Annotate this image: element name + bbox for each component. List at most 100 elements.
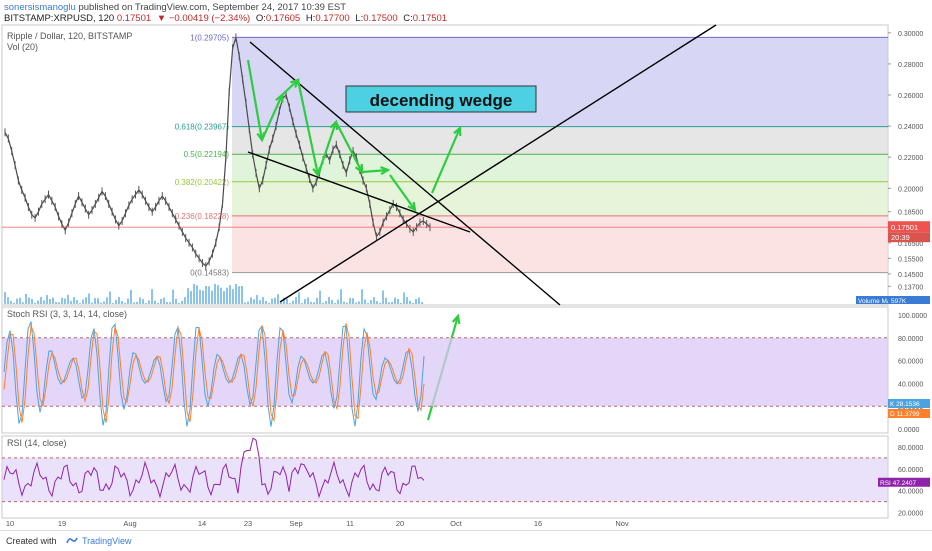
- volume-bar: [133, 302, 135, 304]
- open-value: 0.17605: [265, 13, 301, 24]
- rsi-tag: [878, 477, 930, 487]
- volume-bar: [415, 298, 417, 304]
- volume-bar: [301, 303, 303, 304]
- fib-zone: [232, 37, 888, 127]
- volume-bar: [91, 302, 93, 304]
- volume-bar: [403, 292, 405, 304]
- volume-bar: [382, 290, 384, 304]
- volume-bar: [325, 301, 327, 304]
- stoch-k-tag: [888, 399, 930, 408]
- volume-bar: [307, 297, 309, 304]
- stoch-axis-label: 40.0000: [898, 381, 923, 388]
- author-link[interactable]: sonersismanoglu: [4, 2, 76, 13]
- fib-level-label: 0.5(0.22194): [184, 150, 230, 159]
- volume-bar: [313, 302, 315, 304]
- rsi-tag-label: RSI 47.2407: [880, 480, 917, 487]
- volume-bar: [52, 297, 54, 304]
- low-value: 0.17500: [363, 13, 398, 24]
- volume-bar: [232, 289, 234, 304]
- countdown-tag-label: 20:39: [891, 233, 910, 242]
- volume-bar: [25, 293, 27, 304]
- volume-bar: [151, 289, 153, 304]
- volume-indicator-title: Vol (20): [7, 42, 39, 52]
- volume-bar: [346, 302, 348, 304]
- volume-bar: [169, 302, 171, 304]
- wave-arrow: [389, 174, 416, 211]
- stoch-k-line: [3, 321, 425, 427]
- volume-bar: [295, 297, 297, 304]
- volume-bar: [280, 301, 282, 304]
- volume-bar: [97, 298, 99, 304]
- volume-bar: [331, 299, 333, 304]
- stoch-band: [2, 337, 888, 407]
- chart-svg[interactable]: 1(0.29705) 0.618(0.23967) 0.5(0.22194) 0.38…: [0, 0, 932, 530]
- volume-bar: [64, 298, 66, 304]
- high-value: 0.17700: [315, 13, 350, 24]
- volume-bar: [373, 297, 375, 304]
- price-change: −0.00419 (−2.34%): [168, 13, 251, 24]
- volume-bar: [229, 285, 231, 304]
- annotation-label: decending wedge: [370, 91, 513, 110]
- open-label: O:: [255, 13, 266, 24]
- projection-arrow: [430, 127, 462, 194]
- volume-bar: [274, 297, 276, 304]
- volume-bar: [7, 297, 9, 304]
- created-with-text: Created with: [6, 536, 57, 546]
- volume-bar: [139, 297, 141, 304]
- volume-bar: [145, 303, 147, 304]
- publish-line: sonersismanoglu published on TradingView…: [4, 2, 346, 13]
- volume-bar: [394, 297, 396, 304]
- volume-bar: [376, 301, 378, 304]
- time-axis-label: Nov: [615, 519, 629, 528]
- volume-bar: [265, 300, 267, 304]
- volume-bar: [205, 285, 207, 304]
- close-label: C:: [403, 13, 413, 24]
- price-axis-label: 0.16500: [898, 241, 923, 248]
- volume-bar: [271, 298, 273, 304]
- volume-bar: [208, 286, 210, 304]
- volume-bar: [406, 297, 408, 304]
- volume-bar: [172, 289, 174, 304]
- rsi-pane-title: RSI (14, close): [7, 438, 67, 448]
- volume-bar: [76, 299, 78, 304]
- volume-bar: [421, 301, 423, 304]
- volume-bar: [262, 297, 264, 304]
- volume-bar: [226, 287, 228, 304]
- price-axis-label: 0.30000: [898, 31, 923, 38]
- volume-bar: [85, 297, 87, 304]
- rsi-axis-label: 80.0000: [898, 445, 923, 452]
- wave-arrow-head: [380, 166, 391, 175]
- annotation-box: [345, 85, 537, 113]
- volume-bar: [319, 290, 321, 304]
- volume-bar: [109, 291, 111, 304]
- price-axis-label: 0.26000: [898, 93, 923, 100]
- volume-bar: [79, 303, 81, 304]
- tradingview-brand[interactable]: TradingView: [82, 536, 132, 546]
- volume-bar: [184, 297, 186, 304]
- price-axis-label: 0.28000: [898, 62, 923, 69]
- volume-bar: [190, 291, 192, 304]
- time-axis-label: 11: [346, 519, 354, 528]
- ohlc-line: BITSTAMP:XRPUSD, 120 0.17501 ▼ −0.00419 …: [4, 13, 450, 24]
- support-trendline: [279, 24, 717, 303]
- price-axis-label: 0.18500: [898, 210, 923, 217]
- volume-bar: [217, 285, 219, 304]
- time-axis-label: 20: [396, 519, 404, 528]
- fib-level-label: 0.618(0.23967): [175, 123, 230, 132]
- time-axis-label: 23: [244, 519, 252, 528]
- stoch-axis-label: 80.0000: [898, 336, 923, 343]
- volume-bar: [298, 292, 300, 304]
- rsi-line: [3, 437, 425, 499]
- volume-bar: [103, 301, 105, 304]
- volume-bar: [286, 298, 288, 304]
- volume-bar: [391, 301, 393, 304]
- published-text: published on TradingView.com, September …: [78, 2, 347, 13]
- stoch-axis-label: 60.0000: [898, 359, 923, 366]
- volume-bar: [181, 300, 183, 304]
- volume-bar: [316, 297, 318, 304]
- volume-ma-label: Volume MA: [858, 298, 892, 305]
- volume-bar: [364, 299, 366, 304]
- fib-zone: [232, 181, 888, 216]
- price-axis-label: 0.20000: [898, 186, 923, 193]
